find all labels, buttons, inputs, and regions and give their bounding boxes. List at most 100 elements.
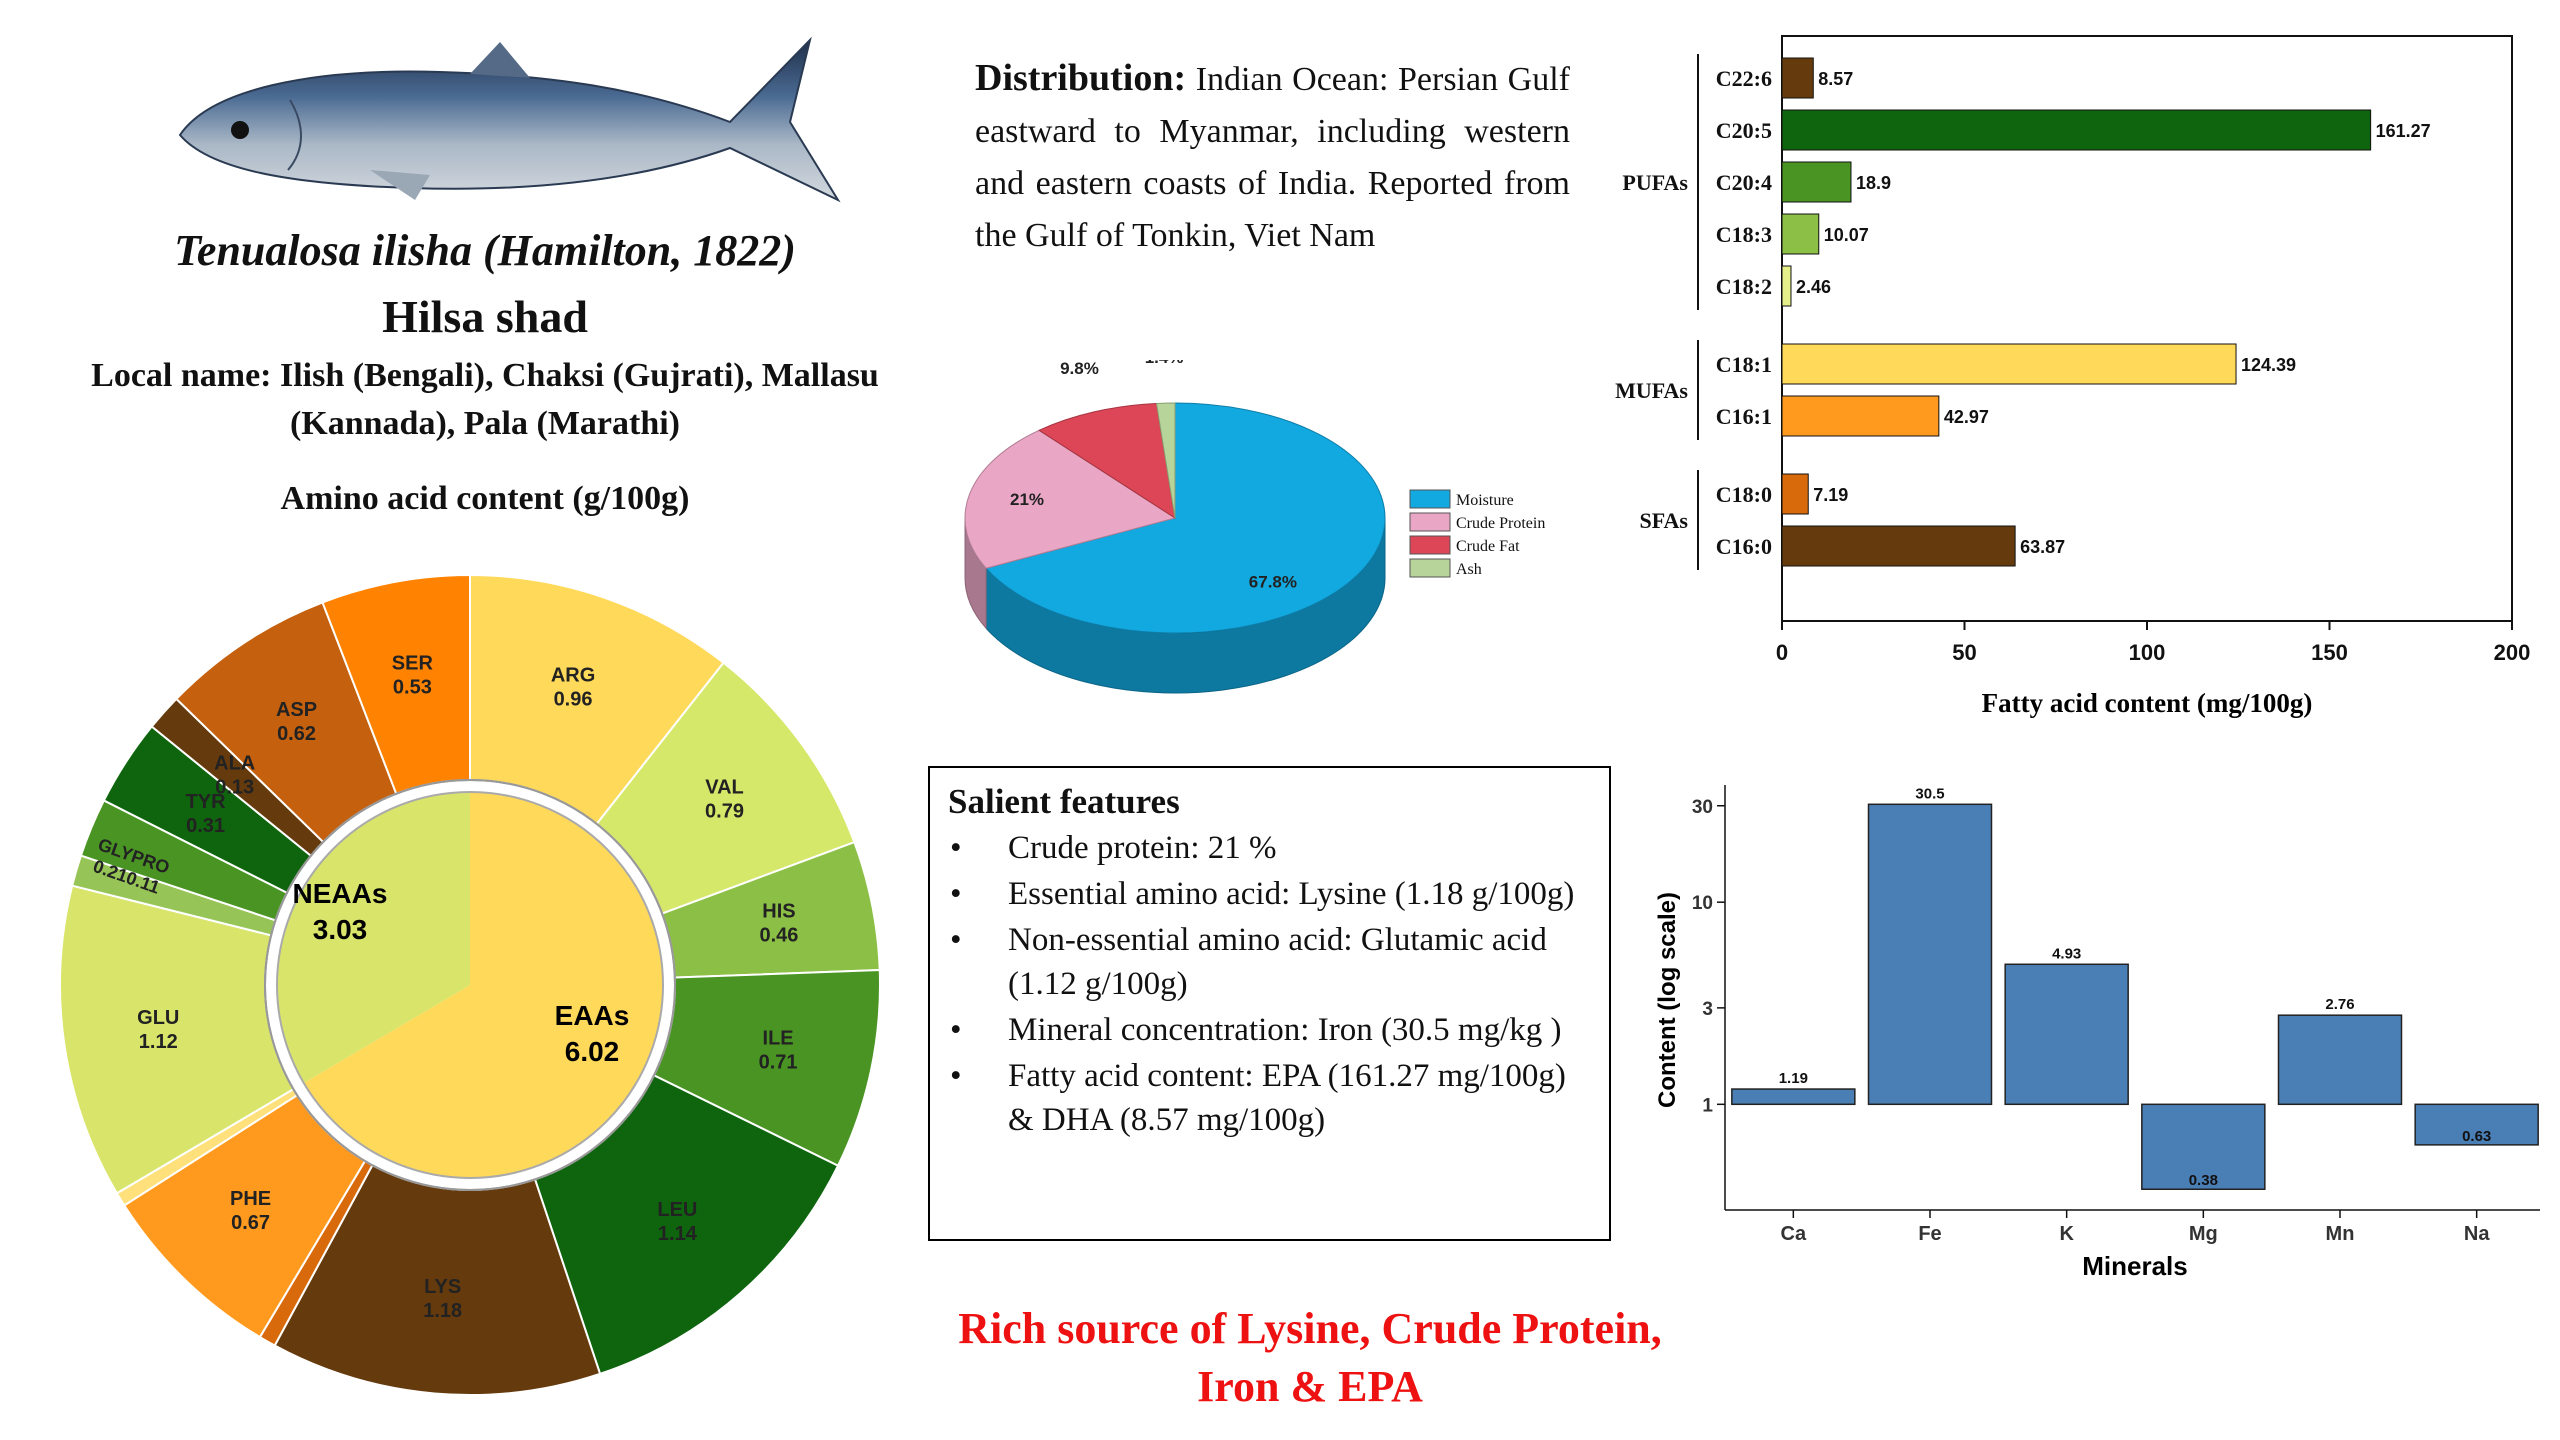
- fatty-tick-c22-6: C22:6: [1716, 66, 1772, 91]
- amino-value-val: 0.79: [705, 800, 744, 822]
- amino-chart-title: Amino acid content (g/100g): [280, 480, 690, 517]
- fatty-value-c18-3: 10.07: [1824, 225, 1869, 245]
- minerals-bar-mg: [2141, 1103, 2266, 1190]
- minerals-bar-ca: [1731, 1088, 1856, 1106]
- fatty-tick-c16-1: C16:1: [1716, 404, 1772, 429]
- minerals-x-tick-k: K: [2059, 1223, 2074, 1245]
- minerals-value-fe: 30.5: [1915, 785, 1944, 802]
- species-local-name: Local name: Ilish (Bengali), Chaksi (Guj…: [91, 357, 879, 442]
- minerals-x-axis-label: Minerals: [2082, 1251, 2188, 1281]
- salient-features-box: Salient features • Crude protein: 21 % • E…: [928, 766, 1611, 1241]
- fatty-bar-c20-4: [1781, 161, 1852, 203]
- legend-label-ash: Ash: [1456, 561, 1482, 578]
- amino-value-tyr: 0.31: [186, 815, 225, 837]
- fatty-bar-c22-6: [1781, 57, 1814, 99]
- fatty-acid-bar-chart: 8.57 161.27 18.9 10.07 2.46 124.39 42.97 7.19 63…: [1615, 35, 2531, 718]
- salient-feature-item: • Fatty acid content: EPA (161.27 mg/100g…: [948, 1054, 1591, 1142]
- legend-swatch-crude-fat: [1409, 535, 1451, 555]
- amino-value-glu: 1.12: [139, 1031, 178, 1053]
- amino-acid-sunburst-chart: ARG0.96VAL0.79HIS0.46ILE0.71LEU1.14LYS1.…: [59, 573, 881, 1396]
- fatty-bar-c20-5: [1781, 109, 2372, 151]
- proximate-composition-pie-chart: 67.8% 21% 9.8% 1.4% Moisture Crude Protein Cr…: [964, 360, 1545, 694]
- amino-label-glu: GLU: [137, 1007, 179, 1029]
- bullet-icon: •: [950, 1012, 962, 1048]
- pie-slice-ash: [1155, 402, 1176, 519]
- fatty-value-c16-0: 63.87: [2020, 537, 2065, 557]
- salient-feature-item: • Non-essential amino acid: Glutamic acid…: [948, 918, 1591, 1006]
- fatty-bar-c18-1: [1781, 343, 2237, 385]
- pie-slice-crude-protein: [964, 429, 1177, 569]
- tagline: Rich source of Lysine, Crude Protein, Ir…: [880, 1300, 1740, 1416]
- minerals-x-tick-ca: Ca: [1781, 1223, 1807, 1245]
- amino-label-ser: SER: [392, 652, 434, 674]
- minerals-value-mg: 0.38: [2189, 1172, 2218, 1189]
- fatty-group-pufas: PUFAs: [1622, 170, 1688, 195]
- amino-label-arg: ARG: [551, 664, 595, 686]
- minerals-bar-fe: [1867, 803, 1993, 1106]
- minerals-y-axis-label: Content (log scale): [1654, 892, 1681, 1108]
- legend-swatch-crude-protein: [1409, 512, 1451, 532]
- fatty-tick-c18-3: C18:3: [1716, 222, 1772, 247]
- fatty-value-c16-1: 42.97: [1944, 407, 1989, 427]
- tagline-line1: Rich source of Lysine, Crude Protein,: [958, 1304, 1662, 1353]
- fatty-group-sfas: SFAs: [1640, 508, 1689, 533]
- salient-feature-item: • Mineral concentration: Iron (30.5 mg/kg…: [948, 1008, 1591, 1052]
- pie-label-crude-protein: 21%: [1010, 490, 1044, 509]
- fatty-tick-c18-0: C18:0: [1716, 482, 1772, 507]
- pie-slice-crude-fat: [1038, 402, 1176, 520]
- minerals-bar-na: [2414, 1103, 2539, 1146]
- legend-swatch-ash: [1409, 558, 1451, 578]
- minerals-value-k: 4.93: [2052, 945, 2081, 962]
- minerals-y-tick-1: 1: [1702, 1095, 1713, 1116]
- amino-label-lys: LYS: [424, 1276, 461, 1298]
- fatty-bar-c18-0: [1781, 473, 1809, 515]
- amino-value-lys: 1.18: [423, 1300, 462, 1322]
- pie-label-crude-fat: 9.8%: [1060, 360, 1099, 378]
- pie-slice-moisture: [985, 402, 1386, 634]
- minerals-x-tick-mg: Mg: [2189, 1223, 2218, 1245]
- minerals-bar-k: [2004, 963, 2129, 1106]
- amino-label-his: HIS: [762, 901, 795, 923]
- legend-label-moisture: Moisture: [1456, 492, 1514, 509]
- minerals-x-tick-mn: Mn: [2326, 1223, 2355, 1245]
- pie-label-moisture: 67.8%: [1249, 573, 1297, 592]
- amino-label-phe: PHE: [230, 1188, 271, 1210]
- salient-feature-text: Mineral concentration: Iron (30.5 mg/kg …: [1008, 1012, 1562, 1048]
- distribution-text: Indian Ocean: Persian Gulf eastward to M…: [975, 61, 1570, 254]
- bullet-icon: •: [950, 876, 962, 912]
- eaas-value: 6.02: [565, 1036, 620, 1067]
- salient-feature-text: Crude protein: 21 %: [1008, 830, 1277, 866]
- amino-value-phe: 0.67: [231, 1212, 270, 1234]
- neaas-value: 3.03: [313, 914, 368, 945]
- amino-value-ile: 0.71: [759, 1052, 798, 1074]
- amino-value-asp: 0.62: [277, 723, 316, 745]
- fish-illustration: [178, 36, 841, 203]
- fatty-x-tick-50: 50: [1952, 640, 1976, 665]
- bullet-icon: •: [950, 830, 962, 866]
- minerals-x-tick-na: Na: [2464, 1223, 2490, 1245]
- amino-label-leu: LEU: [657, 1199, 697, 1221]
- minerals-y-tick-30: 30: [1692, 797, 1713, 818]
- salient-features-title: Salient features: [948, 782, 1180, 821]
- fatty-tick-c20-5: C20:5: [1716, 118, 1772, 143]
- fatty-group-mufas: MUFAs: [1615, 378, 1688, 403]
- fatty-value-c18-1: 124.39: [2241, 355, 2296, 375]
- tagline-line2: Iron & EPA: [1197, 1362, 1423, 1411]
- fatty-tick-c18-1: C18:1: [1716, 352, 1772, 377]
- neaas-label: NEAAs: [293, 878, 388, 909]
- salient-feature-text: Non-essential amino acid: Glutamic acid …: [1008, 922, 1547, 1002]
- amino-value-arg: 0.96: [554, 688, 593, 710]
- fatty-tick-c20-4: C20:4: [1716, 170, 1772, 195]
- amino-label-ala: ALA: [214, 753, 255, 775]
- fatty-value-c20-5: 161.27: [2376, 121, 2431, 141]
- fatty-bar-c18-2: [1781, 265, 1792, 307]
- pie-label-ash: 1.4%: [1145, 360, 1184, 367]
- amino-value-ser: 0.53: [393, 676, 432, 698]
- minerals-value-na: 0.63: [2462, 1128, 2491, 1145]
- salient-feature-text: Essential amino acid: Lysine (1.18 g/100…: [1008, 876, 1575, 912]
- amino-inner-slice-eaas: [303, 792, 663, 1178]
- fatty-bar-c16-0: [1781, 525, 2016, 567]
- amino-label-val: VAL: [705, 776, 744, 798]
- fatty-x-tick-200: 200: [2494, 640, 2531, 665]
- amino-value-his: 0.46: [759, 925, 798, 947]
